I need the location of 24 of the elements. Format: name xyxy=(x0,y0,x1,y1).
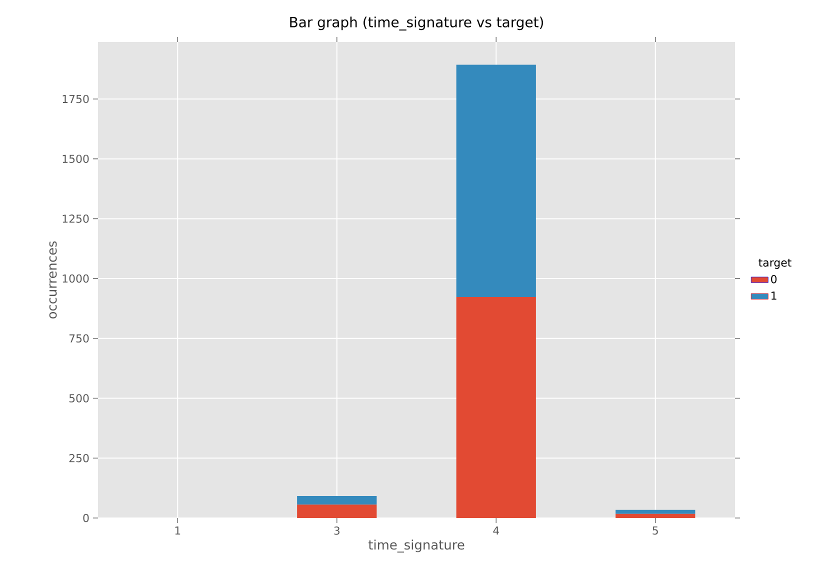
bar xyxy=(297,496,377,505)
legend-label: 0 xyxy=(771,275,777,284)
bar xyxy=(297,504,377,518)
chart-title: Bar graph (time_signature vs target) xyxy=(290,16,544,30)
legend-title: target xyxy=(758,258,792,269)
y-tick-label: 250 xyxy=(69,454,89,462)
y-tick-label: 0 xyxy=(83,514,89,522)
x-tick-label: 1 xyxy=(175,526,180,534)
x-axis-title: time_signature xyxy=(368,540,464,553)
y-tick-label: 1250 xyxy=(62,214,89,223)
bar xyxy=(456,296,536,518)
x-tick-label: 3 xyxy=(334,526,340,535)
y-tick-label: 1000 xyxy=(62,274,89,283)
y-tick-label: 1500 xyxy=(62,154,89,163)
bar xyxy=(616,510,696,514)
bar xyxy=(456,64,536,297)
bar xyxy=(616,514,696,518)
legend-label: 1 xyxy=(772,292,776,300)
x-tick-label: 5 xyxy=(652,526,658,535)
y-tick-label: 500 xyxy=(69,394,89,402)
x-tick-label: 4 xyxy=(493,526,500,534)
y-axis-title: occurrences xyxy=(49,241,57,319)
y-tick-label: 750 xyxy=(69,334,89,343)
y-tick-label: 1750 xyxy=(62,94,89,104)
